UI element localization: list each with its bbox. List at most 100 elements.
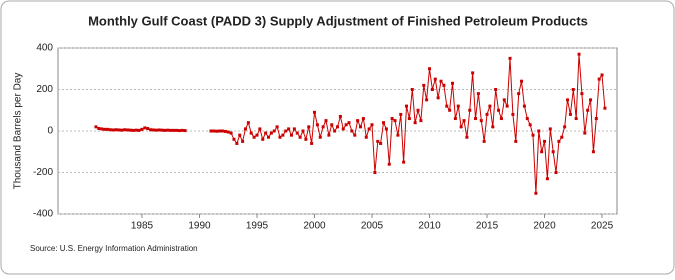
x-tick-label: 2025 (591, 221, 614, 232)
point (218, 129, 222, 133)
point (399, 112, 403, 116)
point (278, 135, 282, 139)
point (344, 123, 348, 127)
point (551, 150, 555, 154)
y-tick-label: 200 (36, 84, 53, 95)
point (154, 128, 158, 132)
point (220, 129, 224, 133)
point (209, 129, 213, 133)
point (522, 104, 526, 108)
y-tick-label: 400 (36, 43, 53, 54)
point (387, 162, 391, 166)
point (301, 129, 305, 133)
point (491, 125, 495, 129)
point (382, 121, 386, 125)
point (180, 128, 184, 132)
point (97, 127, 101, 131)
point (379, 141, 383, 145)
point (266, 135, 270, 139)
point (566, 98, 570, 102)
y-axis-label: Thousand Barrels per Day (13, 73, 24, 190)
point (520, 79, 524, 83)
point (508, 56, 512, 60)
point (269, 131, 273, 135)
point (373, 171, 377, 174)
point (370, 123, 374, 127)
point (258, 127, 262, 131)
point (594, 117, 598, 121)
point (226, 130, 230, 134)
point (163, 128, 167, 132)
point (471, 71, 475, 75)
point (528, 123, 532, 127)
point (315, 123, 319, 127)
point (502, 98, 506, 102)
point (255, 133, 259, 137)
point (407, 117, 411, 121)
point (298, 135, 302, 139)
point (272, 129, 276, 133)
point (160, 128, 164, 132)
point (376, 139, 380, 143)
point (517, 92, 521, 96)
point (603, 106, 607, 110)
point (557, 139, 561, 143)
point (537, 129, 541, 133)
point (249, 131, 253, 135)
point (143, 126, 147, 130)
x-tick-label: 2020 (533, 221, 556, 232)
point (312, 110, 316, 114)
point (94, 125, 98, 129)
point (169, 128, 173, 132)
y-tick-label: -200 (33, 167, 53, 178)
point (560, 135, 564, 139)
point (350, 129, 354, 133)
x-tick-label: 2000 (303, 221, 326, 232)
point (103, 127, 107, 131)
point (146, 127, 150, 131)
point (174, 128, 178, 132)
point (123, 128, 127, 132)
point (511, 112, 515, 116)
point (459, 125, 463, 129)
point (534, 191, 538, 195)
point (405, 104, 409, 108)
point (410, 88, 414, 91)
point (580, 92, 584, 96)
point (114, 128, 118, 132)
point (137, 128, 141, 132)
point (318, 135, 322, 139)
point (563, 125, 567, 129)
point (347, 121, 351, 125)
point (304, 137, 308, 141)
point (600, 73, 604, 77)
point (238, 133, 242, 137)
point (413, 121, 417, 125)
point (396, 133, 400, 137)
point (468, 108, 472, 112)
point (140, 127, 144, 131)
point (243, 127, 247, 131)
point (554, 171, 558, 174)
point (499, 117, 503, 121)
point (462, 119, 466, 123)
point (327, 133, 331, 137)
point (597, 77, 601, 81)
point (367, 127, 371, 131)
point (330, 123, 334, 127)
point (157, 128, 161, 132)
point (281, 133, 285, 137)
point (149, 128, 153, 132)
point (120, 128, 124, 132)
y-tick-label: 0 (47, 126, 53, 137)
point (591, 150, 595, 154)
chart-title: Monthly Gulf Coast (PADD 3) Supply Adjus… (88, 13, 588, 28)
point (430, 88, 434, 91)
point (128, 128, 132, 132)
point (436, 96, 440, 100)
point (177, 129, 181, 133)
point (364, 135, 368, 139)
point (419, 119, 423, 123)
point (574, 117, 578, 121)
